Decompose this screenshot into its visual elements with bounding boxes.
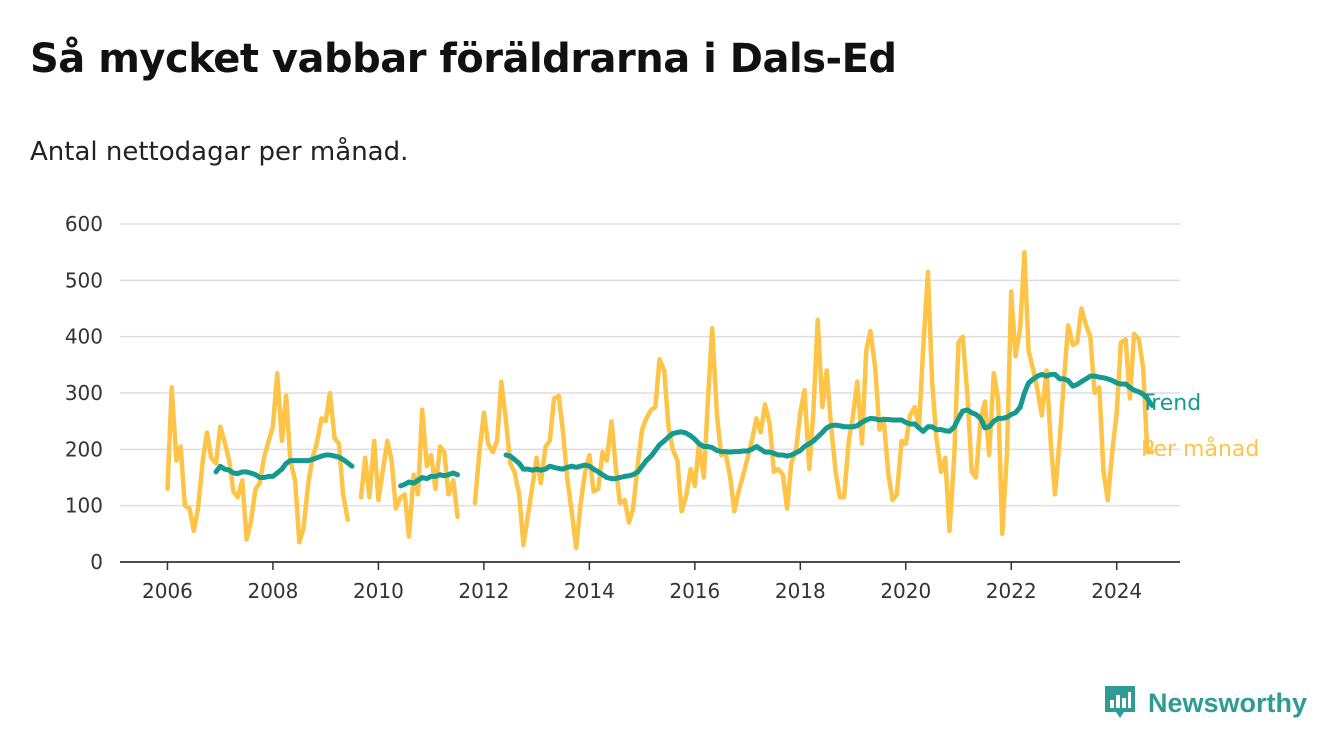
x-tick-label: 2022 (986, 579, 1037, 603)
x-tick-label: 2006 (142, 579, 193, 603)
monthly-series-line (165, 371, 351, 545)
brand-name: Newsworthy (1148, 687, 1308, 718)
x-tick-label: 2012 (458, 579, 509, 603)
y-tick-label: 600 (65, 212, 103, 236)
trend-series-line (503, 371, 1155, 482)
x-tick-label: 2016 (669, 579, 720, 603)
x-tick-label: 2018 (775, 579, 826, 603)
monthly-series-line (472, 249, 1155, 551)
x-tick-label: 2010 (353, 579, 404, 603)
monthly-label: Per månad (1141, 436, 1259, 462)
x-tick-label: 2024 (1091, 579, 1142, 603)
trend-series-line (398, 470, 460, 489)
x-tick-label: 2020 (880, 579, 931, 603)
y-tick-label: 500 (65, 268, 103, 292)
trend-series-line (213, 452, 355, 480)
y-tick-label: 100 (65, 494, 103, 518)
y-tick-label: 200 (65, 437, 103, 461)
trend-label: Trend (1140, 391, 1201, 416)
page-subtitle: Antal nettodagar per månad. (30, 137, 409, 167)
y-tick-label: 0 (90, 550, 103, 574)
x-tick-label: 2008 (247, 579, 298, 603)
page-title: Så mycket vabbar föräldrarna i Dals-Ed (30, 36, 897, 82)
brand-logo: Newsworthy (1102, 683, 1307, 723)
monthly-series-line (358, 407, 460, 539)
y-tick-label: 300 (65, 381, 103, 405)
bar-chart-speech-icon (1105, 686, 1135, 718)
x-tick-label: 2014 (564, 579, 615, 603)
y-tick-label: 400 (65, 325, 103, 349)
